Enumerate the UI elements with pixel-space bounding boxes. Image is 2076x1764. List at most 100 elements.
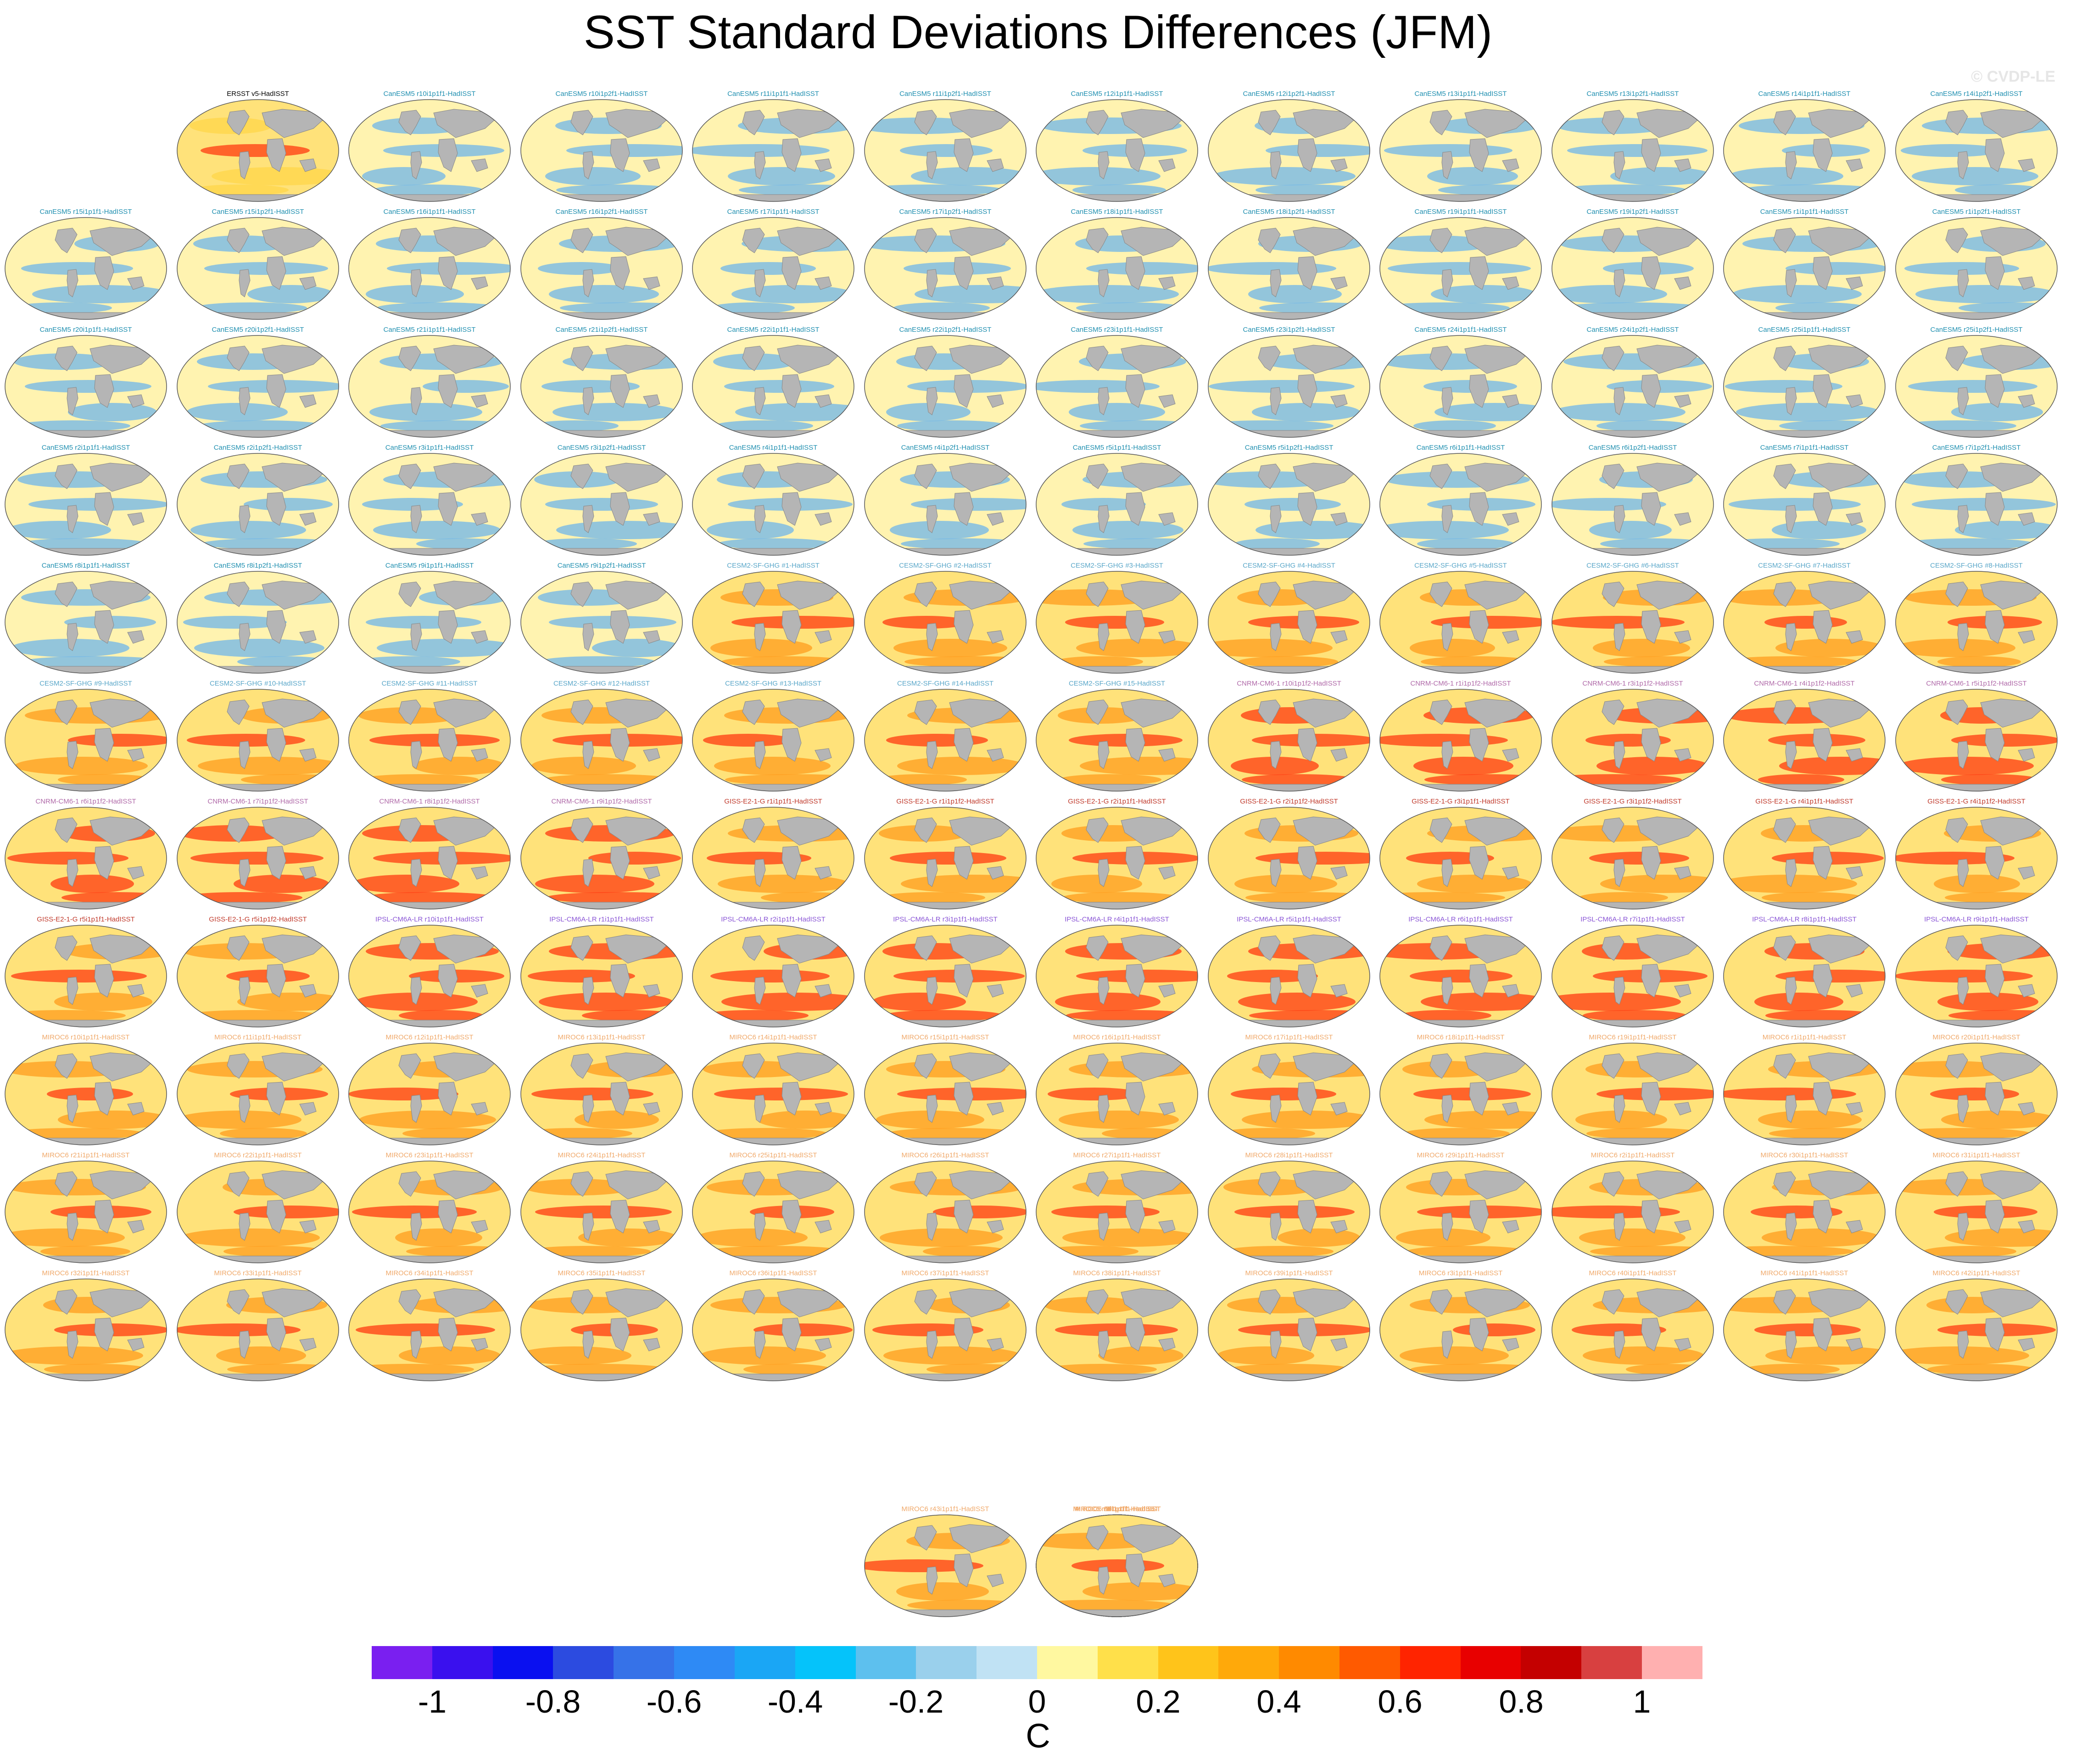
landmass <box>815 1338 832 1351</box>
anomaly-band <box>184 1010 321 1021</box>
landmass <box>67 269 78 297</box>
landmass <box>1773 817 1796 843</box>
panel-label: MIROC6 r11i1p1f1-HadISST <box>214 1033 301 1041</box>
landmass <box>1502 158 1519 172</box>
robinson-map <box>177 217 339 320</box>
colorbar-swatch <box>1581 1646 1642 1679</box>
anomaly-band <box>1583 1346 1704 1365</box>
robinson-map <box>520 571 683 674</box>
map-border <box>520 335 683 438</box>
map-panel: CESM2-SF-GHG #14-HadISST <box>862 680 1028 793</box>
robinson-map <box>1036 689 1198 792</box>
landmass <box>643 1220 660 1234</box>
map-panel: CESM2-SF-GHG #8-HadISST <box>1893 562 2059 675</box>
anomaly-band <box>1575 1111 1667 1129</box>
panel-label: CNRM-CM6-1 r8i1p1f2-HadISST <box>379 798 480 805</box>
anomaly-band <box>1048 1088 1141 1100</box>
landmass <box>1469 1317 1489 1351</box>
anomaly-band <box>700 1010 809 1021</box>
map-panel: CanESM5 r4i1p1f1-HadISST <box>690 444 856 558</box>
map-panel: MIROC6 r22i1p1f1-HadISST <box>175 1151 341 1265</box>
robinson-map <box>1551 807 1714 910</box>
map-border <box>177 335 339 438</box>
anomaly-band <box>1561 302 1705 313</box>
anomaly-band <box>1758 1111 1862 1129</box>
landmass <box>1258 346 1281 371</box>
anomaly-band <box>1552 498 1666 511</box>
panel-label: CanESM5 r8i1p2f1-HadISST <box>213 562 302 569</box>
landmass <box>1808 345 1870 374</box>
landmass <box>1985 1082 2005 1116</box>
landmass <box>398 346 421 371</box>
colorbar-swatch <box>432 1646 493 1679</box>
robinson-map <box>520 689 683 792</box>
map-panel: MIROC6 r21i1p1f1-HadISST <box>3 1151 169 1265</box>
landmass <box>610 256 630 290</box>
landmass <box>1258 1289 1281 1315</box>
landmass <box>1957 859 1969 887</box>
panel-label: GISS-E2-1-G r4i1p1f1-HadISST <box>1755 798 1853 805</box>
landmass <box>1985 374 2005 408</box>
landmass <box>433 581 495 610</box>
landmass <box>1086 817 1109 843</box>
landmass <box>954 610 974 644</box>
anomaly-band <box>47 1088 133 1100</box>
map-panel: CanESM5 r9i1p1f1-HadISST <box>346 562 513 675</box>
anomaly-band <box>1589 521 1672 539</box>
landmass <box>1980 581 2042 610</box>
colorbar-tick-label: 0 <box>1028 1684 1046 1719</box>
map-panel: CanESM5 r2i1p2f1-HadISST <box>175 444 341 558</box>
anomaly-band <box>897 420 1008 431</box>
anomaly-band <box>1238 656 1338 667</box>
map-border <box>348 571 511 674</box>
landmass <box>643 630 660 644</box>
landmass <box>1502 1220 1519 1234</box>
landmass <box>1641 1200 1661 1234</box>
landmass <box>570 581 593 607</box>
robinson-map <box>177 1043 339 1145</box>
landmass <box>1464 1288 1526 1317</box>
anomaly-band <box>714 420 813 431</box>
map-border <box>1551 925 1714 1027</box>
landmass <box>299 276 317 290</box>
landmass <box>777 581 838 610</box>
panel-label: MIROC6 r48i1p1f1-HadISST <box>1073 1505 1161 1513</box>
robinson-map <box>1036 1514 1198 1617</box>
landmass <box>781 1200 802 1234</box>
anomaly-band <box>1083 1582 1198 1601</box>
landmass <box>781 256 802 290</box>
map-border <box>520 99 683 202</box>
panel-label: MIROC6 r17i1p1f1-HadISST <box>1245 1033 1333 1041</box>
landmass <box>1808 1288 1870 1317</box>
landmass <box>815 512 832 526</box>
landmass <box>1293 463 1354 492</box>
landmass <box>299 1102 317 1116</box>
map-border <box>864 335 1027 438</box>
anomaly-band <box>1417 875 1532 893</box>
landmass <box>1985 492 2005 526</box>
landmass <box>643 276 660 290</box>
anomaly-band <box>707 521 794 539</box>
panel-label: CESM2-SF-GHG #11-HadISST <box>381 680 478 687</box>
map-border <box>520 689 683 792</box>
panel-label: CanESM5 r7i1p1f1-HadISST <box>1760 444 1849 452</box>
map-panel: MIROC6 r29i1p1f1-HadISST <box>1378 1151 1544 1265</box>
map-border <box>692 925 854 1027</box>
landmass <box>914 1289 937 1315</box>
landmass <box>987 512 1004 526</box>
landmass <box>127 512 145 526</box>
map-border <box>177 99 339 202</box>
landmass <box>610 492 630 526</box>
landmass <box>1297 138 1317 172</box>
landmass <box>438 728 458 762</box>
panel-label: IPSL-CM6A-LR r6i1p1f1-HadISST <box>1408 915 1513 923</box>
robinson-map <box>5 1161 167 1263</box>
landmass <box>1125 846 1145 880</box>
landmass <box>777 109 838 138</box>
anomaly-band <box>1775 970 1885 982</box>
anomaly-band <box>753 1323 853 1336</box>
landmass <box>1098 1094 1110 1123</box>
map-border <box>520 217 683 320</box>
landmass <box>262 109 323 138</box>
